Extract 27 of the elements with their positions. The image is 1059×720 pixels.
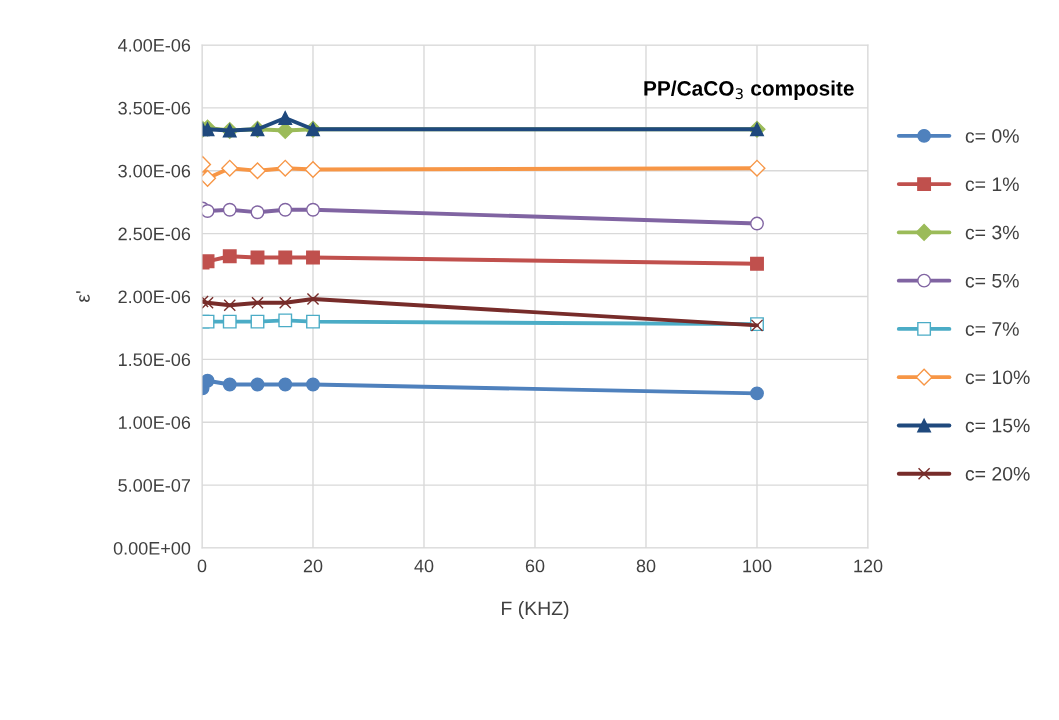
y-tick-label: 1.50E-06 <box>118 353 191 367</box>
annotation: PP/CaCO$_{3}$ composite <box>644 80 854 100</box>
legend-label: c= 5% <box>965 273 1019 288</box>
x-tick-label: 0 <box>197 559 207 573</box>
y-axis-title: ε' <box>76 291 90 303</box>
x-tick-label: 60 <box>525 559 545 573</box>
legend-label: c= 1% <box>965 177 1019 192</box>
legend-label: c= 0% <box>965 129 1019 143</box>
y-tick-label: 2.50E-06 <box>118 227 191 241</box>
legend-label: c= 3% <box>965 225 1019 240</box>
y-tick-label: 1.00E-06 <box>118 416 191 429</box>
y-tick-label: 3.50E-06 <box>118 101 191 115</box>
y-tick-label: 0.00E+00 <box>113 541 191 555</box>
legend-label: c= 7% <box>965 322 1019 336</box>
x-tick-label: 120 <box>854 559 883 573</box>
x-tick-label: 40 <box>414 559 434 573</box>
y-tick-label: 4.00E-06 <box>118 38 191 52</box>
y-tick-label: 5.00E-07 <box>118 479 190 492</box>
y-tick-label: 2.00E-06 <box>118 290 191 304</box>
x-tick-label: 80 <box>636 559 656 573</box>
x-tick-label: 100 <box>743 559 772 573</box>
x-tick-label: 20 <box>303 559 323 573</box>
legend-label: c= 15% <box>965 418 1030 433</box>
x-axis-title: F (KHZ) <box>502 600 569 620</box>
y-tick-label: 3.00E-06 <box>118 164 191 178</box>
legend-label: c= 10% <box>965 370 1030 385</box>
legend-label: c= 20% <box>965 466 1030 481</box>
